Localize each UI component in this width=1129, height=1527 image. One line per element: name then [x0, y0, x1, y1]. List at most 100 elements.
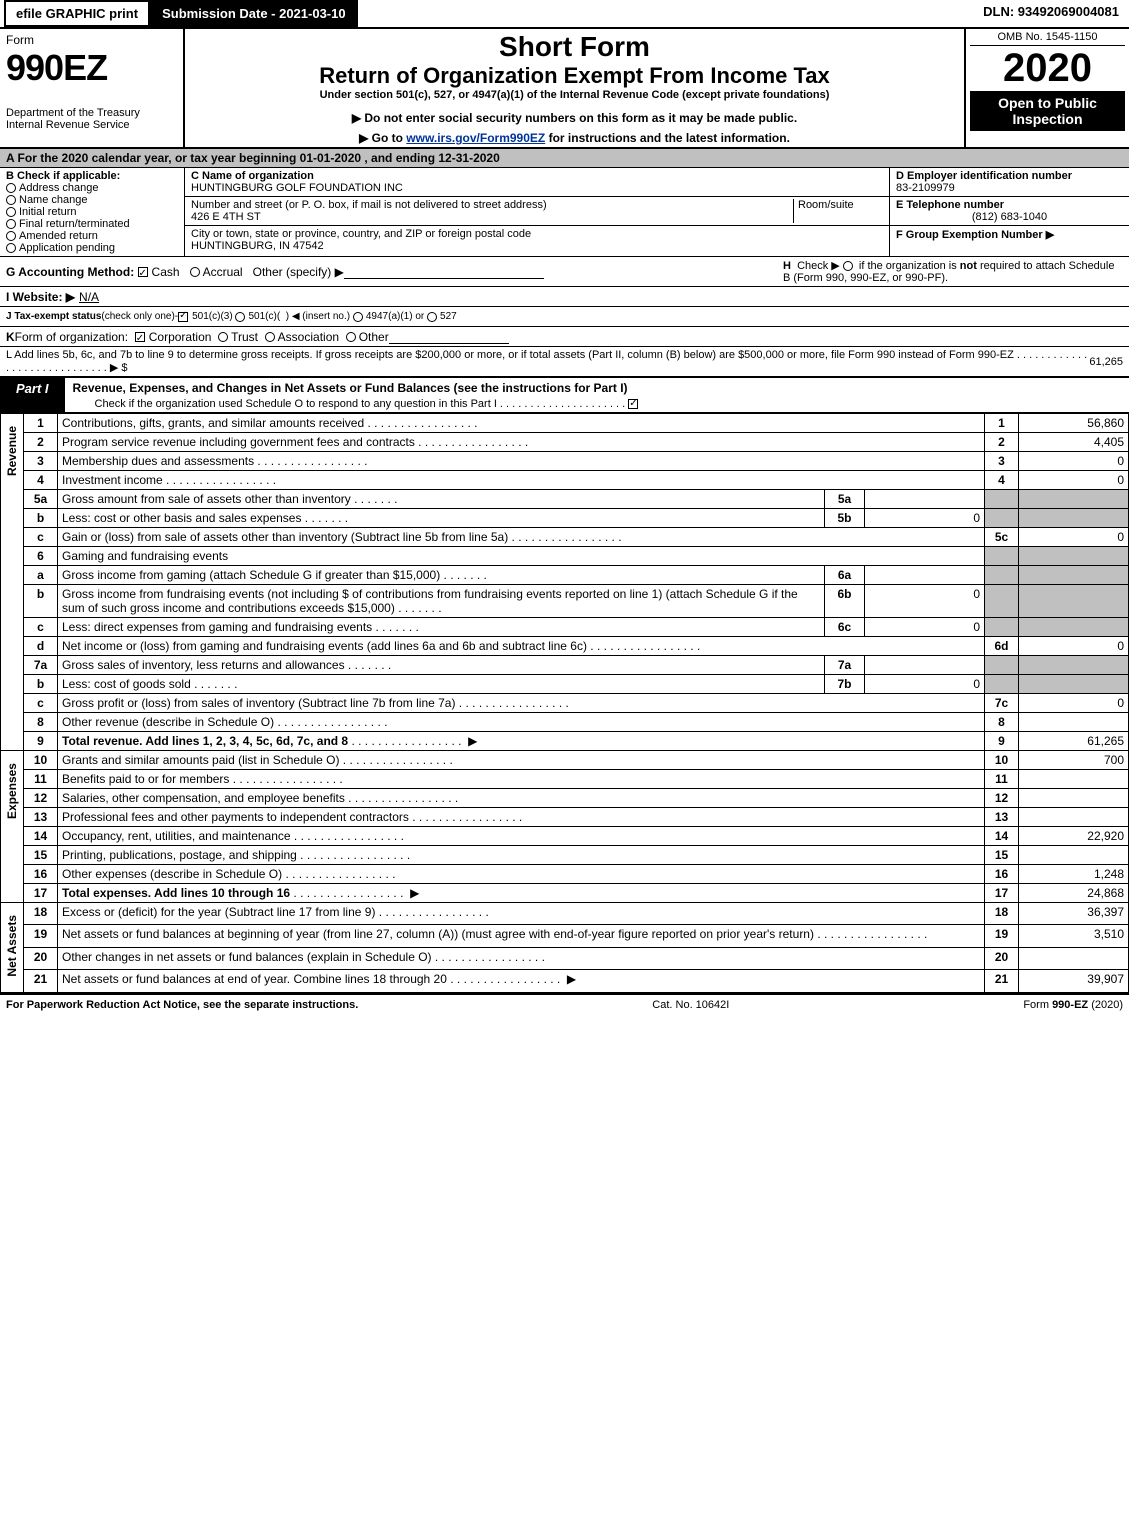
line-number: 20: [24, 947, 58, 969]
line-box: 20: [985, 947, 1019, 969]
line-number: 11: [24, 770, 58, 789]
h-checkbox[interactable]: [843, 261, 853, 271]
j-527-checkbox[interactable]: [427, 312, 437, 322]
line-number: 9: [24, 732, 58, 751]
line-number: d: [24, 637, 58, 656]
efile-print-button[interactable]: efile GRAPHIC print: [4, 0, 150, 27]
line-box: 16: [985, 865, 1019, 884]
submission-date-pill: Submission Date - 2021-03-10: [150, 0, 358, 27]
line-number: 12: [24, 789, 58, 808]
k-assoc-checkbox[interactable]: [265, 332, 275, 342]
grey-cell: [985, 509, 1019, 528]
line-box: 4: [985, 471, 1019, 490]
inner-amount: [865, 566, 985, 585]
table-row: 2Program service revenue including gover…: [1, 433, 1129, 452]
org-info-block: B Check if applicable: Address change Na…: [0, 168, 1129, 257]
grey-cell: [985, 566, 1019, 585]
line-amount: 24,868: [1019, 884, 1129, 903]
g-label: G Accounting Method:: [6, 265, 134, 279]
grey-cell: [1019, 490, 1129, 509]
line-number: 18: [24, 903, 58, 925]
grey-cell: [985, 675, 1019, 694]
line-description: Net assets or fund balances at beginning…: [58, 925, 985, 947]
j-4947-checkbox[interactable]: [353, 312, 363, 322]
line-number: 6: [24, 547, 58, 566]
line-number: b: [24, 585, 58, 618]
l-text: L Add lines 5b, 6c, and 7b to line 9 to …: [6, 349, 1089, 374]
line-box: 14: [985, 827, 1019, 846]
grey-cell: [1019, 618, 1129, 637]
line-description: Gross sales of inventory, less returns a…: [58, 656, 825, 675]
grey-cell: [1019, 547, 1129, 566]
l-gross-receipts: L Add lines 5b, 6c, and 7b to line 9 to …: [0, 347, 1129, 376]
g-h-row: G Accounting Method: Cash Accrual Other …: [0, 257, 1129, 287]
department-label: Department of the Treasury Internal Reve…: [6, 107, 177, 131]
line-amount: 22,920: [1019, 827, 1129, 846]
line-number: 5a: [24, 490, 58, 509]
section-label: Net Assets: [1, 903, 24, 993]
subtitle: Under section 501(c), 527, or 4947(a)(1)…: [191, 89, 958, 101]
table-row: 9Total revenue. Add lines 1, 2, 3, 4, 5c…: [1, 732, 1129, 751]
section-a-period: A For the 2020 calendar year, or tax yea…: [0, 149, 1129, 168]
table-row: 15Printing, publications, postage, and s…: [1, 846, 1129, 865]
line-amount: 61,265: [1019, 732, 1129, 751]
g-cash-checkbox[interactable]: [138, 267, 148, 277]
irs-link[interactable]: www.irs.gov/Form990EZ: [406, 131, 545, 145]
line-box: 17: [985, 884, 1019, 903]
table-row: 3Membership dues and assessments . . . .…: [1, 452, 1129, 471]
line-number: 16: [24, 865, 58, 884]
line-amount: [1019, 808, 1129, 827]
grey-cell: [985, 490, 1019, 509]
g-accrual-checkbox[interactable]: [190, 267, 200, 277]
b-address-change[interactable]: Address change: [6, 182, 178, 194]
b-application-pending[interactable]: Application pending: [6, 242, 178, 254]
line-description: Total expenses. Add lines 10 through 16 …: [58, 884, 985, 903]
line-amount: 0: [1019, 528, 1129, 547]
inner-box-label: 7b: [825, 675, 865, 694]
note-link: ▶ Go to www.irs.gov/Form990EZ for instru…: [191, 131, 958, 145]
footer-form: Form 990-EZ (2020): [1023, 999, 1123, 1011]
section-c: C Name of organization HUNTINGBURG GOLF …: [185, 168, 889, 256]
j-501c3-checkbox[interactable]: [178, 312, 188, 322]
line-amount: [1019, 713, 1129, 732]
section-b: B Check if applicable: Address change Na…: [0, 168, 185, 256]
table-row: 20Other changes in net assets or fund ba…: [1, 947, 1129, 969]
tax-year: 2020: [970, 46, 1125, 91]
line-description: Less: cost of goods sold . . . . . . .: [58, 675, 825, 694]
j-501c-checkbox[interactable]: [235, 312, 245, 322]
k-trust-checkbox[interactable]: [218, 332, 228, 342]
line-number: a: [24, 566, 58, 585]
k-other-checkbox[interactable]: [346, 332, 356, 342]
part1-schedule-o-checkbox[interactable]: [628, 399, 638, 409]
line-box: 13: [985, 808, 1019, 827]
section-label: Expenses: [1, 751, 24, 903]
note-link-pre: ▶ Go to: [359, 131, 406, 145]
grey-cell: [985, 618, 1019, 637]
k-corp-checkbox[interactable]: [135, 332, 145, 342]
line-amount: 0: [1019, 637, 1129, 656]
line-amount: [1019, 846, 1129, 865]
b-final-return[interactable]: Final return/terminated: [6, 218, 178, 230]
inner-box-label: 6b: [825, 585, 865, 618]
c-city-label: City or town, state or province, country…: [191, 228, 531, 240]
line-box: 2: [985, 433, 1019, 452]
b-amended-return[interactable]: Amended return: [6, 230, 178, 242]
line-description: Net assets or fund balances at end of ye…: [58, 970, 985, 992]
line-description: Gross income from fundraising events (no…: [58, 585, 825, 618]
line-description: Grants and similar amounts paid (list in…: [58, 751, 985, 770]
b-name-change[interactable]: Name change: [6, 194, 178, 206]
line-box: 10: [985, 751, 1019, 770]
line-amount: [1019, 789, 1129, 808]
line-number: 19: [24, 925, 58, 947]
line-description: Gain or (loss) from sale of assets other…: [58, 528, 985, 547]
line-description: Occupancy, rent, utilities, and maintena…: [58, 827, 985, 846]
h-text: H Check ▶ if the organization is not req…: [783, 259, 1123, 284]
line-box: 21: [985, 970, 1019, 992]
table-row: 7aGross sales of inventory, less returns…: [1, 656, 1129, 675]
table-row: 11Benefits paid to or for members . . . …: [1, 770, 1129, 789]
line-amount: 0: [1019, 694, 1129, 713]
b-initial-return[interactable]: Initial return: [6, 206, 178, 218]
grey-cell: [1019, 509, 1129, 528]
inner-box-label: 6c: [825, 618, 865, 637]
telephone-label: E Telephone number: [896, 199, 1123, 211]
